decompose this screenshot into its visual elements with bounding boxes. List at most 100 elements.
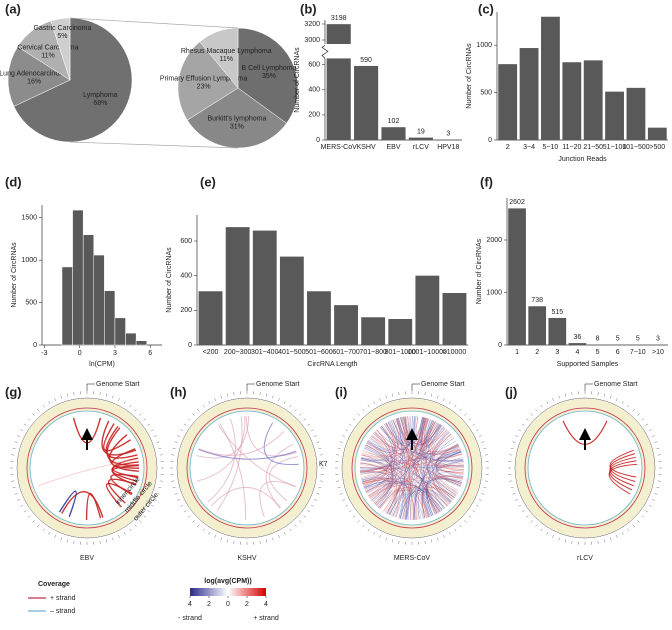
junction-arc: [360, 416, 419, 461]
legend-title: log(avg(CPM)): [204, 578, 251, 585]
slice-label: Primary Effusion Lymphoma: [160, 75, 248, 82]
genome-tick: [637, 413, 640, 416]
junction-arc: [435, 451, 462, 496]
y-axis-label: Number of CircRNAs: [294, 47, 301, 113]
junction-arc: [405, 417, 424, 520]
bar: [198, 291, 223, 345]
genome-tick: [627, 404, 630, 408]
junction-arc: [379, 417, 425, 446]
genome-tick: [318, 486, 322, 489]
junction-arc: [389, 420, 435, 516]
scale-tick-label: 2: [207, 601, 211, 608]
genome-tick: [464, 413, 467, 416]
genome-tick: [299, 413, 302, 416]
junction-arc: [387, 421, 442, 447]
genome-start: Genome Start: [421, 381, 465, 388]
junction-arc: [360, 466, 464, 470]
slice-label: Gastric Carcinoma: [33, 25, 91, 32]
genome-tick: [23, 510, 27, 513]
genome-tick: [310, 429, 314, 432]
zoom-line: [69, 141, 239, 149]
genome-tick: [379, 398, 381, 402]
value-label: 102: [388, 118, 400, 125]
junction-arc: [360, 463, 398, 516]
genome-tick: [318, 447, 322, 450]
genome-tick: [23, 423, 27, 426]
junction-arc: [380, 426, 458, 494]
genome-tick: [641, 418, 645, 421]
junction-arc: [374, 432, 448, 506]
junction-arc: [423, 420, 438, 514]
scale-tick-label: 0: [226, 601, 230, 608]
junction-arc: [405, 416, 410, 520]
bar: [605, 91, 624, 140]
x-tick-label: 1001~10000: [408, 349, 447, 356]
genome-tick: [220, 537, 222, 541]
junction-arc: [403, 416, 459, 453]
x-tick-label: 5: [596, 349, 600, 356]
junction-arc: [380, 426, 464, 468]
junction-arc: [367, 417, 424, 451]
genome-tick: [289, 528, 292, 532]
junction-arc: [362, 433, 452, 483]
x-tick-label: 401~500: [278, 349, 306, 356]
genome-tick: [654, 441, 658, 443]
axis-break: [321, 45, 329, 59]
junction-arc: [401, 416, 464, 472]
junction-arc: [85, 493, 102, 521]
x-tick-label: 701~800: [359, 349, 387, 356]
genome-tick: [352, 418, 356, 421]
junction-arc: [207, 418, 236, 503]
junction-arc: [269, 455, 298, 502]
bar: [326, 58, 351, 140]
genome-tick: [530, 413, 533, 416]
genome-tick: [14, 493, 18, 495]
genome-tick: [398, 392, 400, 396]
genome-tick: [20, 429, 24, 432]
y-tick-label: 1000: [476, 42, 492, 49]
y-tick-label: 0: [316, 137, 320, 144]
junction-arc: [365, 444, 394, 509]
junction-arc: [366, 441, 392, 504]
bar: [562, 62, 582, 141]
genome-tick: [637, 520, 640, 523]
junction-arc: [431, 432, 455, 499]
x-tick-label: HPV18: [437, 144, 459, 151]
genome-tick: [512, 441, 516, 443]
genome-tick: [546, 401, 549, 405]
x-tick-label: 3: [555, 349, 559, 356]
junction-arc: [365, 422, 439, 493]
value-label: 3: [656, 336, 660, 343]
junction-arc: [216, 416, 243, 511]
junction-arc: [360, 435, 454, 472]
junction-arc: [385, 417, 424, 445]
genome-tick: [621, 401, 624, 405]
bar: [381, 127, 406, 140]
junction-arc: [608, 463, 637, 495]
y-tick-label: 200: [308, 112, 320, 119]
histogram-bar: [61, 266, 73, 346]
genome-tick: [313, 499, 317, 501]
histogram-bar: [72, 209, 84, 346]
genome-tick: [515, 435, 519, 437]
junction-arc: [380, 426, 461, 456]
value-label: 590: [360, 57, 372, 64]
genome-tick: [379, 534, 381, 538]
junction-arc: [364, 482, 431, 517]
junction-arc: [107, 478, 137, 504]
junction-arc: [395, 416, 408, 518]
junction-arc: [412, 416, 440, 513]
junction-arc: [103, 423, 132, 452]
genome-tick: [171, 454, 175, 456]
x-axis-label: ln(CPM): [89, 361, 115, 368]
genome-tick: [27, 515, 31, 518]
junction-arc: [217, 424, 296, 488]
junction-arc: [393, 423, 440, 517]
genome-start: Genome Start: [594, 381, 638, 388]
junction-arc: [360, 470, 397, 516]
genome-tick: [632, 524, 635, 528]
junction-arc: [437, 473, 463, 480]
genome-tick: [448, 531, 451, 535]
bar: [326, 24, 351, 44]
